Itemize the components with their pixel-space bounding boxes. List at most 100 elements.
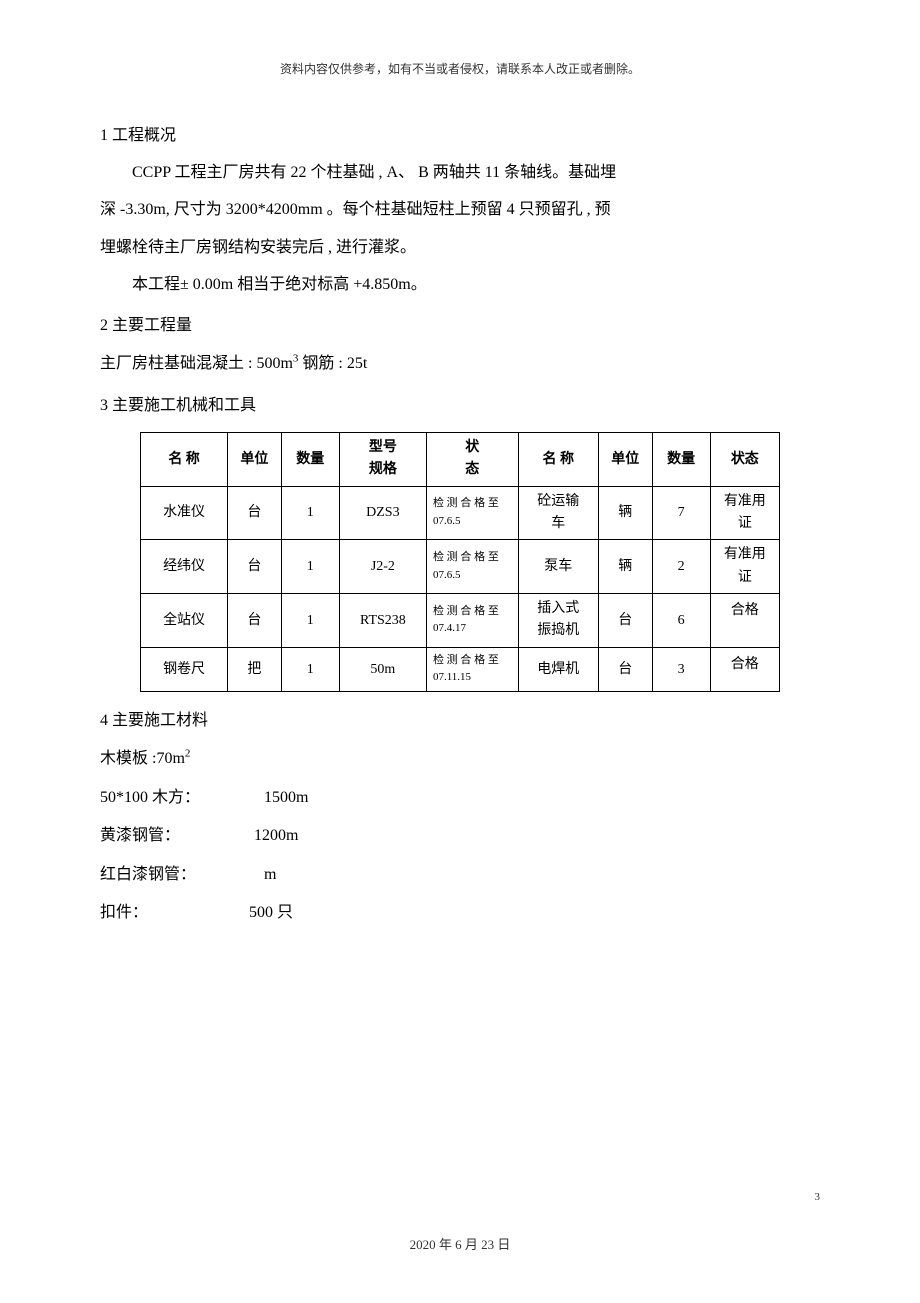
cell-model: RTS238 [339, 594, 426, 648]
status-l1: 检 测 合 格 至 [433, 654, 499, 666]
cell-model: 50m [339, 647, 426, 691]
cell-name: 全站仪 [141, 594, 228, 648]
material-5: 扣件： 500 只 [100, 894, 820, 932]
cell-model: DZS3 [339, 486, 426, 540]
th-name2: 名 称 [518, 432, 598, 486]
cell-name2: 插入式 振捣机 [518, 594, 598, 648]
status2-l2: 证 [738, 570, 752, 585]
cell-status2: 合格 [710, 647, 779, 691]
section-2-heading: 2 主要工程量 [100, 307, 820, 345]
status2-l1: 有准用 [724, 494, 766, 509]
section-1-para-line-1: CCPP 工程主厂房共有 22 个柱基础 , A、 B 两轴共 11 条轴线。基… [100, 155, 820, 190]
status-l2: 07.4.17 [433, 622, 466, 634]
th-qty2: 数量 [652, 432, 710, 486]
th-status2: 状态 [710, 432, 779, 486]
material-2-value: 1500m [264, 779, 308, 817]
th-model-l1: 型号 [369, 440, 397, 455]
material-3-value: 1200m [254, 817, 298, 855]
table-row: 钢卷尺 把 1 50m 检 测 合 格 至 07.11.15 电焊机 台 3 合… [141, 647, 780, 691]
cell-qty: 1 [281, 594, 339, 648]
th-model: 型号 规格 [339, 432, 426, 486]
cell-unit2: 台 [598, 594, 652, 648]
cell-status: 检 测 合 格 至 07.6.5 [426, 540, 518, 594]
section-2-content: 主厂房柱基础混凝土 : 500m3 钢筋 : 25t [100, 345, 820, 383]
th-unit: 单位 [228, 432, 282, 486]
cell-status2: 合格 [710, 594, 779, 648]
cell-unit: 台 [228, 594, 282, 648]
cell-status2: 有准用 证 [710, 486, 779, 540]
th-qty: 数量 [281, 432, 339, 486]
name2-l2: 振捣机 [537, 623, 579, 638]
cell-name: 经纬仪 [141, 540, 228, 594]
equipment-table: 名 称 单位 数量 型号 规格 状 态 名 称 单位 数量 状态 水准仪 台 1… [140, 432, 780, 692]
status-l2: 07.6.5 [433, 569, 461, 581]
status2-l2: 证 [738, 516, 752, 531]
th-status-l2: 态 [465, 462, 479, 477]
material-3-label: 黄漆钢管： [100, 817, 250, 855]
cell-qty2: 7 [652, 486, 710, 540]
document-body: 1 工程概况 CCPP 工程主厂房共有 22 个柱基础 , A、 B 两轴共 1… [100, 117, 820, 932]
status-l1: 检 测 合 格 至 [433, 551, 499, 563]
status-l2: 07.11.15 [433, 671, 471, 683]
section-3-heading: 3 主要施工机械和工具 [100, 387, 820, 425]
section-1-para-line-2: 深 -3.30m, 尺寸为 3200*4200mm 。每个柱基础短柱上预留 4 … [100, 191, 820, 229]
cell-unit: 把 [228, 647, 282, 691]
cell-name: 钢卷尺 [141, 647, 228, 691]
header-disclaimer: 资料内容仅供参考，如有不当或者侵权，请联系本人改正或者删除。 [100, 60, 820, 77]
cell-qty: 1 [281, 540, 339, 594]
footer-date: 2020 年 6 月 23 日 [0, 1234, 920, 1253]
table-row: 经纬仪 台 1 J2-2 检 测 合 格 至 07.6.5 泵车 辆 2 有准用… [141, 540, 780, 594]
cell-status: 检 测 合 格 至 07.11.15 [426, 647, 518, 691]
th-status-l1: 状 [465, 440, 479, 455]
cell-name2: 电焊机 [518, 647, 598, 691]
name2-l1: 砼运输 [537, 494, 579, 509]
section-1-heading: 1 工程概况 [100, 117, 820, 155]
status-l1: 检 测 合 格 至 [433, 497, 499, 509]
cell-qty2: 2 [652, 540, 710, 594]
cell-unit: 台 [228, 540, 282, 594]
table-header-row: 名 称 单位 数量 型号 规格 状 态 名 称 单位 数量 状态 [141, 432, 780, 486]
material-5-label: 扣件： [100, 894, 245, 932]
cell-unit2: 台 [598, 647, 652, 691]
section-4-heading: 4 主要施工材料 [100, 702, 820, 740]
material-4: 红白漆钢管： m [100, 856, 820, 894]
cell-status: 检 测 合 格 至 07.6.5 [426, 486, 518, 540]
cell-status2: 有准用 证 [710, 540, 779, 594]
material-4-value: m [264, 856, 276, 894]
table-row: 水准仪 台 1 DZS3 检 测 合 格 至 07.6.5 砼运输 车 辆 7 … [141, 486, 780, 540]
cell-name2: 砼运输 车 [518, 486, 598, 540]
th-model-l2: 规格 [369, 462, 397, 477]
cell-qty2: 6 [652, 594, 710, 648]
material-1: 木模板 :70m2 [100, 740, 820, 778]
section-1-para2: 本工程± 0.00m 相当于绝对标高 +4.850m。 [100, 267, 820, 302]
th-status: 状 态 [426, 432, 518, 486]
status-l2: 07.6.5 [433, 515, 461, 527]
cell-model: J2-2 [339, 540, 426, 594]
cell-unit: 台 [228, 486, 282, 540]
cell-status: 检 测 合 格 至 07.4.17 [426, 594, 518, 648]
name2-l1: 插入式 [537, 601, 579, 616]
cell-qty2: 3 [652, 647, 710, 691]
cell-name2: 泵车 [518, 540, 598, 594]
name2-l2: 车 [551, 516, 565, 531]
th-unit2: 单位 [598, 432, 652, 486]
material-2: 50*100 木方： 1500m [100, 779, 820, 817]
material-5-value: 500 只 [249, 894, 293, 932]
th-name: 名 称 [141, 432, 228, 486]
superscript-2: 2 [185, 748, 191, 760]
cell-unit2: 辆 [598, 540, 652, 594]
material-1-label: 木模板 :70m [100, 750, 185, 767]
status2-l1: 有准用 [724, 547, 766, 562]
page-number: 3 [815, 1191, 821, 1203]
table-row: 全站仪 台 1 RTS238 检 测 合 格 至 07.4.17 插入式 振捣机… [141, 594, 780, 648]
section-2-text-pre: 主厂房柱基础混凝土 : 500m [100, 355, 293, 372]
cell-qty: 1 [281, 486, 339, 540]
cell-unit2: 辆 [598, 486, 652, 540]
material-3: 黄漆钢管： 1200m [100, 817, 820, 855]
section-2-text-mid: 钢筋 : 25t [298, 355, 367, 372]
status-l1: 检 测 合 格 至 [433, 605, 499, 617]
material-2-label: 50*100 木方： [100, 779, 260, 817]
material-4-label: 红白漆钢管： [100, 856, 260, 894]
cell-name: 水准仪 [141, 486, 228, 540]
section-1-para-line-3: 埋螺栓待主厂房钢结构安装完后 , 进行灌浆。 [100, 229, 820, 267]
